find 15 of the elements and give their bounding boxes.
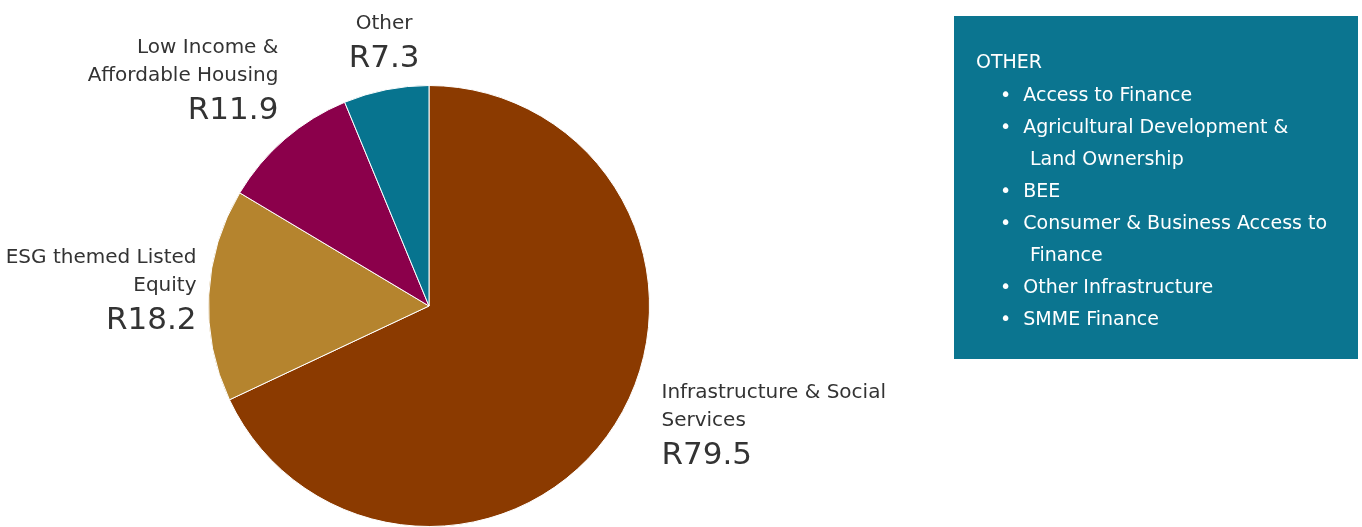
text: • SMME Finance <box>1000 306 1160 331</box>
data-label: R79.5 <box>661 435 753 472</box>
text: • Access to Finance <box>1000 82 1194 107</box>
text: • BEE <box>1000 178 1062 203</box>
data-label: R7.3 <box>348 38 420 75</box>
text: • Other Infrastructure <box>1000 274 1215 299</box>
slice-label: Infrastructure & Social Services <box>661 378 886 431</box>
data-label: R18.2 <box>105 300 197 337</box>
slice-label: Other <box>355 10 414 35</box>
data-label: R11.9 <box>187 90 279 127</box>
slice-label: Low Income & Affordable Housing <box>87 33 279 86</box>
slice-label: ESG themed Listed Equity <box>5 243 197 296</box>
text: • Agricultural Development & Land Ownership <box>1000 114 1290 171</box>
text: • Consumer & Business Access to Finance <box>1000 210 1329 267</box>
text: OTHER <box>976 50 1044 72</box>
